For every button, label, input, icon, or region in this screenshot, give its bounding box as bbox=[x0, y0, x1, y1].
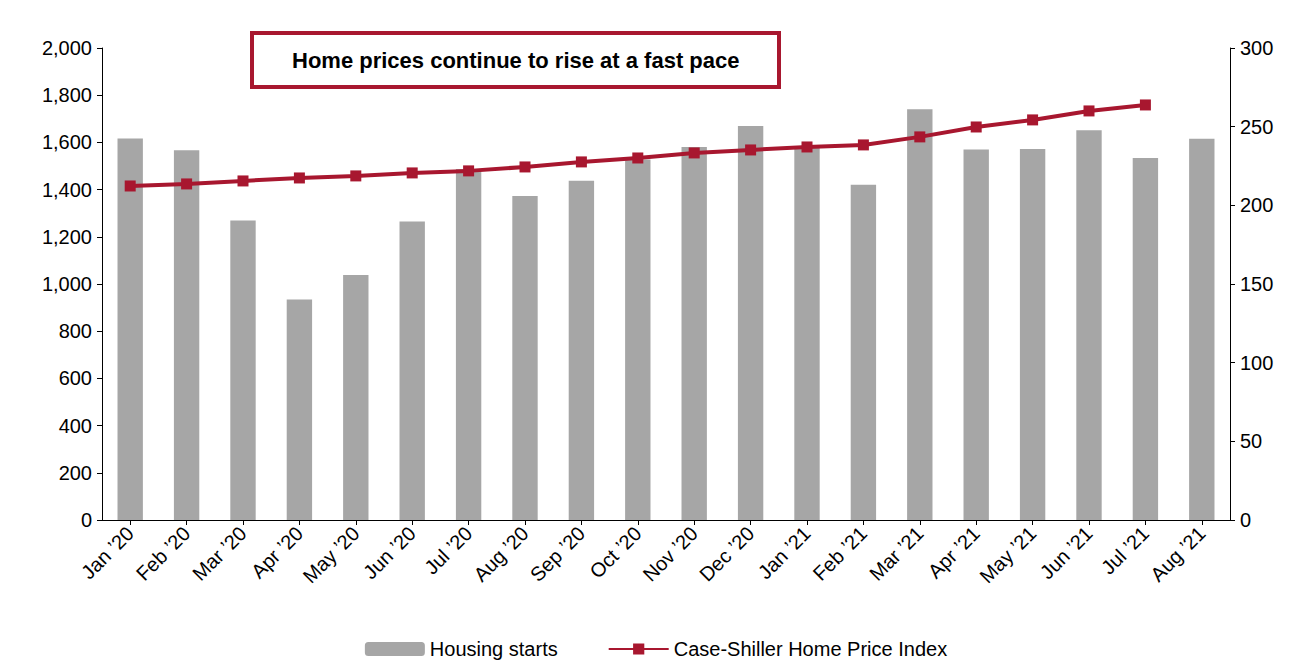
svg-text:Aug ’20: Aug ’20 bbox=[469, 522, 532, 585]
svg-text:Jul ’20: Jul ’20 bbox=[420, 522, 476, 578]
svg-text:May ’20: May ’20 bbox=[299, 522, 364, 587]
svg-text:1,000: 1,000 bbox=[42, 273, 92, 295]
svg-text:Aug ’21: Aug ’21 bbox=[1146, 522, 1209, 585]
svg-text:Jul ’21: Jul ’21 bbox=[1097, 522, 1153, 578]
svg-text:Jun ’21: Jun ’21 bbox=[1036, 522, 1097, 583]
svg-text:Case-Shiller Home Price Index: Case-Shiller Home Price Index bbox=[674, 638, 947, 660]
svg-text:1,200: 1,200 bbox=[42, 226, 92, 248]
svg-text:1,600: 1,600 bbox=[42, 131, 92, 153]
svg-text:Apr ’20: Apr ’20 bbox=[247, 522, 307, 582]
svg-text:100: 100 bbox=[1240, 352, 1273, 374]
svg-text:Mar ’20: Mar ’20 bbox=[188, 522, 251, 585]
svg-text:400: 400 bbox=[59, 415, 92, 437]
svg-text:200: 200 bbox=[1240, 194, 1273, 216]
svg-text:May ’21: May ’21 bbox=[975, 522, 1040, 587]
svg-text:Jan ’20: Jan ’20 bbox=[77, 522, 138, 583]
svg-text:0: 0 bbox=[1240, 509, 1251, 531]
svg-text:Feb ’21: Feb ’21 bbox=[808, 522, 871, 585]
svg-text:Mar ’21: Mar ’21 bbox=[865, 522, 928, 585]
svg-text:150: 150 bbox=[1240, 273, 1273, 295]
svg-text:Jun ’20: Jun ’20 bbox=[359, 522, 420, 583]
svg-text:1,800: 1,800 bbox=[42, 84, 92, 106]
svg-text:Home prices continue to rise a: Home prices continue to rise at a fast p… bbox=[292, 48, 739, 73]
svg-text:50: 50 bbox=[1240, 430, 1262, 452]
svg-text:200: 200 bbox=[59, 462, 92, 484]
svg-text:Jan ’21: Jan ’21 bbox=[754, 522, 815, 583]
svg-text:Feb ’20: Feb ’20 bbox=[132, 522, 195, 585]
svg-text:600: 600 bbox=[59, 367, 92, 389]
svg-text:Apr ’21: Apr ’21 bbox=[924, 522, 984, 582]
svg-text:Oct ’20: Oct ’20 bbox=[585, 522, 645, 582]
svg-text:2,000: 2,000 bbox=[42, 37, 92, 59]
svg-text:Dec ’20: Dec ’20 bbox=[695, 522, 758, 585]
svg-text:300: 300 bbox=[1240, 37, 1273, 59]
svg-text:Nov ’20: Nov ’20 bbox=[639, 522, 702, 585]
svg-text:800: 800 bbox=[59, 320, 92, 342]
svg-text:1,400: 1,400 bbox=[42, 179, 92, 201]
svg-text:Sep ’20: Sep ’20 bbox=[526, 522, 589, 585]
svg-text:0: 0 bbox=[81, 509, 92, 531]
svg-text:Housing starts: Housing starts bbox=[430, 638, 558, 660]
svg-text:250: 250 bbox=[1240, 116, 1273, 138]
